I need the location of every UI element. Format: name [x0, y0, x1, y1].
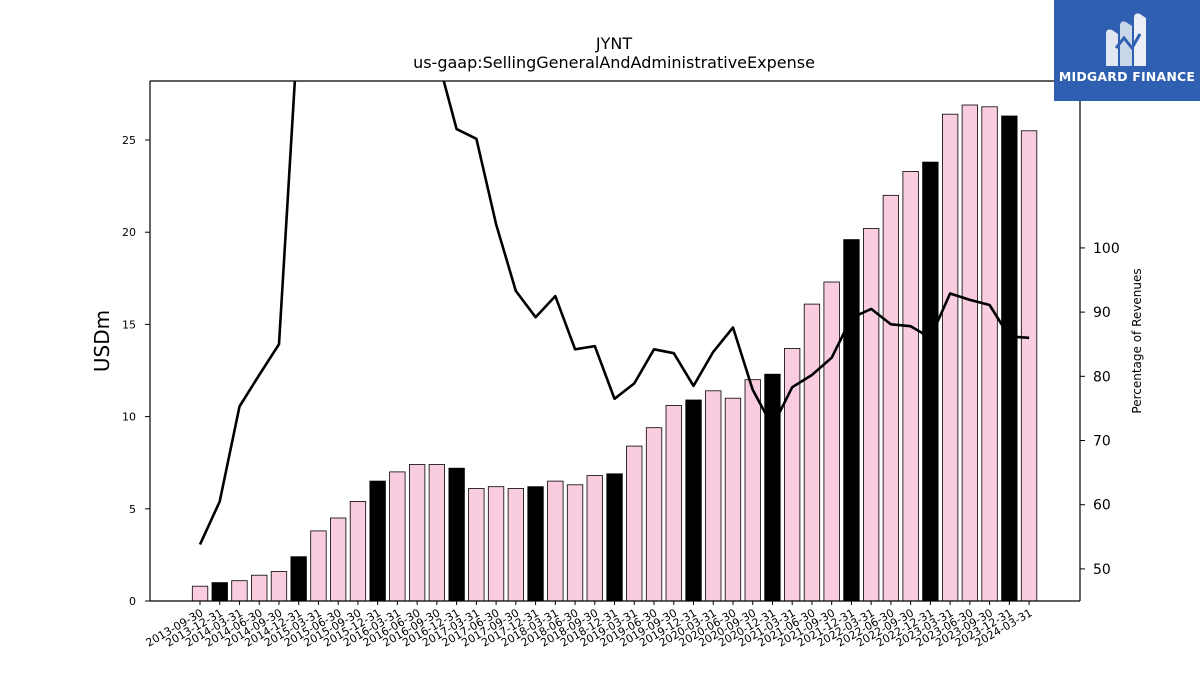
bar [290, 556, 307, 602]
y-tick-label: 25 [122, 134, 136, 147]
y-axis-label: USDm [90, 310, 114, 372]
percentage-line [198, 81, 1030, 546]
chart-subtitle: us-gaap:SellingGeneralAndAdministrativeE… [413, 53, 815, 72]
bar [527, 486, 544, 602]
y2-tick-label: 60 [1093, 498, 1111, 514]
bar [744, 379, 761, 602]
bar [547, 480, 564, 602]
bar [329, 517, 347, 602]
y2-tick-label: 50 [1093, 562, 1111, 578]
bar [270, 571, 288, 602]
bar [685, 399, 702, 602]
y2-tick-label: 70 [1093, 434, 1111, 450]
bar [389, 471, 406, 602]
left-ticks: 0 5 10 15 20 25 [122, 134, 150, 608]
y-tick-label: 15 [122, 318, 136, 331]
bar [1001, 115, 1018, 602]
bar [764, 373, 781, 602]
y-tick-label: 10 [122, 411, 136, 424]
bar [468, 488, 485, 602]
bar [251, 574, 268, 602]
bar [981, 106, 998, 602]
x-ticks: 2013-09-302013-12-312014-03-312014-06-30… [144, 601, 1035, 650]
y2-axis-label: Percentage of Revenues [1130, 268, 1144, 413]
bar [942, 113, 959, 602]
y2-tick-label: 80 [1093, 369, 1111, 385]
y2-tick-label: 90 [1093, 305, 1111, 321]
bar [566, 484, 584, 602]
bar [843, 239, 860, 602]
bar [428, 464, 446, 602]
bar [369, 480, 386, 602]
bar [724, 397, 742, 602]
bar [863, 228, 880, 602]
bar [902, 170, 919, 602]
bar-series [191, 104, 1038, 602]
bar [231, 580, 248, 602]
chart-title: JYNT [595, 34, 632, 53]
bar [1020, 130, 1038, 602]
y2-tick-label: 100 [1093, 241, 1120, 257]
bar [191, 585, 209, 602]
y-tick-label: 0 [129, 595, 136, 608]
bar [823, 281, 840, 602]
y-tick-label: 20 [122, 226, 136, 239]
y-tick-label: 5 [129, 503, 136, 516]
bar [882, 194, 899, 602]
bar [586, 475, 603, 602]
right-ticks: 50 60 70 80 90 100 [1080, 241, 1120, 578]
bar [606, 473, 623, 602]
bar [408, 464, 426, 602]
bar [922, 161, 939, 602]
bar [448, 467, 465, 602]
bar [803, 303, 821, 602]
bar [487, 486, 505, 602]
midgard-logo-icon [1106, 13, 1146, 66]
bar [349, 500, 367, 602]
midgard-logo: MIDGARD FINANCE [1054, 0, 1200, 101]
bar [310, 530, 327, 602]
bar [665, 405, 682, 602]
bar [626, 445, 643, 602]
bar [645, 427, 663, 602]
bar [705, 390, 722, 602]
bar [507, 488, 525, 602]
logo-text: MIDGARD FINANCE [1058, 69, 1196, 84]
bar [961, 104, 978, 602]
bar [211, 582, 228, 602]
